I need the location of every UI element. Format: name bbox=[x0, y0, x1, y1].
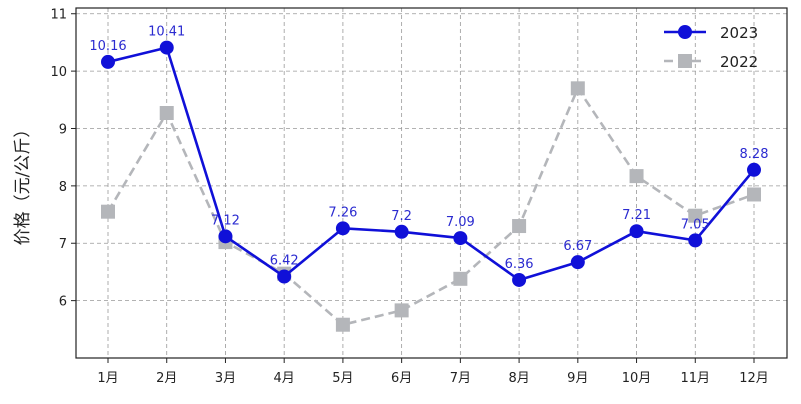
grid bbox=[76, 8, 787, 358]
point-2023 bbox=[101, 54, 115, 69]
x-tick-label: 2月 bbox=[156, 371, 177, 386]
x-tick-label: 8月 bbox=[508, 371, 529, 386]
point-2023 bbox=[688, 233, 703, 248]
legend-label-2022: 2022 bbox=[720, 53, 758, 71]
point-2023 bbox=[512, 272, 527, 287]
point-2023 bbox=[335, 221, 350, 236]
point-2022 bbox=[747, 187, 761, 202]
series-line-2022 bbox=[106, 87, 755, 327]
x-tick-label: 12月 bbox=[739, 371, 769, 386]
data-label-2023: 7.2 bbox=[391, 209, 412, 224]
x-tick-label: 3月 bbox=[215, 371, 236, 386]
x-tick-label: 10月 bbox=[622, 371, 652, 386]
point-2023 bbox=[394, 224, 409, 239]
axes: 1月 2月 3月 4月 5月 6月 7月 8月 9月 10月 11月 12月 6 7 8 9 10 11 bbox=[50, 7, 788, 386]
y-tick-label: 9 bbox=[59, 122, 67, 137]
point-2023 bbox=[570, 255, 585, 270]
x-tick-label: 6月 bbox=[391, 371, 412, 386]
y-tick-label: 8 bbox=[59, 180, 67, 195]
y-tick-label: 10 bbox=[50, 65, 67, 80]
series-line-2023 bbox=[107, 46, 755, 282]
x-tick-label: 4月 bbox=[274, 371, 295, 386]
point-2023 bbox=[277, 269, 292, 284]
point-2023 bbox=[159, 40, 174, 55]
x-tick-label: 7月 bbox=[450, 371, 471, 386]
legend-label-2023: 2023 bbox=[720, 24, 758, 42]
y-tick-label: 6 bbox=[59, 295, 67, 310]
point-2023 bbox=[218, 229, 233, 244]
data-label-2023: 7.21 bbox=[622, 208, 651, 223]
legend-marker-2023 bbox=[678, 25, 692, 39]
point-2022 bbox=[453, 271, 468, 286]
y-tick-label: 7 bbox=[59, 237, 67, 252]
data-label-2023: 10.41 bbox=[148, 25, 185, 40]
plot-frame bbox=[75, 7, 788, 359]
x-tick-label: 1月 bbox=[97, 371, 118, 386]
x-tick-label: 5月 bbox=[332, 371, 353, 386]
point-2022 bbox=[335, 317, 350, 332]
data-label-2023: 7.09 bbox=[446, 215, 475, 230]
data-label-2023: 6.42 bbox=[270, 254, 299, 269]
point-2022 bbox=[159, 106, 174, 120]
point-2023 bbox=[629, 224, 644, 239]
y-tick-label: 11 bbox=[50, 8, 67, 23]
data-label-2023: 7.05 bbox=[681, 217, 710, 232]
data-label-2023: 7.12 bbox=[211, 213, 240, 228]
x-tick-label: 9月 bbox=[567, 371, 588, 386]
point-2022 bbox=[394, 303, 409, 318]
point-2023 bbox=[453, 231, 468, 246]
point-2022 bbox=[101, 204, 115, 219]
data-label-2023: 10.16 bbox=[89, 39, 126, 54]
point-2023 bbox=[747, 162, 761, 177]
series-layer bbox=[101, 40, 761, 332]
point-2022 bbox=[688, 208, 703, 223]
legend: 2023 2022 bbox=[664, 24, 758, 71]
legend-marker-2022 bbox=[678, 54, 692, 68]
y-axis-label: 价格（元/公斤） bbox=[13, 121, 33, 246]
data-label-2023: 6.36 bbox=[505, 257, 534, 272]
data-labels: 10.16 10.41 7.12 6.42 7.26 7.2 7.09 6.36 6.67 7.2… bbox=[89, 25, 768, 272]
data-label-2023: 6.67 bbox=[563, 239, 592, 254]
point-2022 bbox=[629, 169, 644, 184]
data-label-2023: 8.28 bbox=[740, 147, 769, 162]
point-2022 bbox=[570, 81, 585, 96]
data-label-2023: 7.26 bbox=[328, 205, 357, 220]
point-2022 bbox=[512, 219, 527, 234]
x-tick-label: 11月 bbox=[680, 371, 710, 386]
